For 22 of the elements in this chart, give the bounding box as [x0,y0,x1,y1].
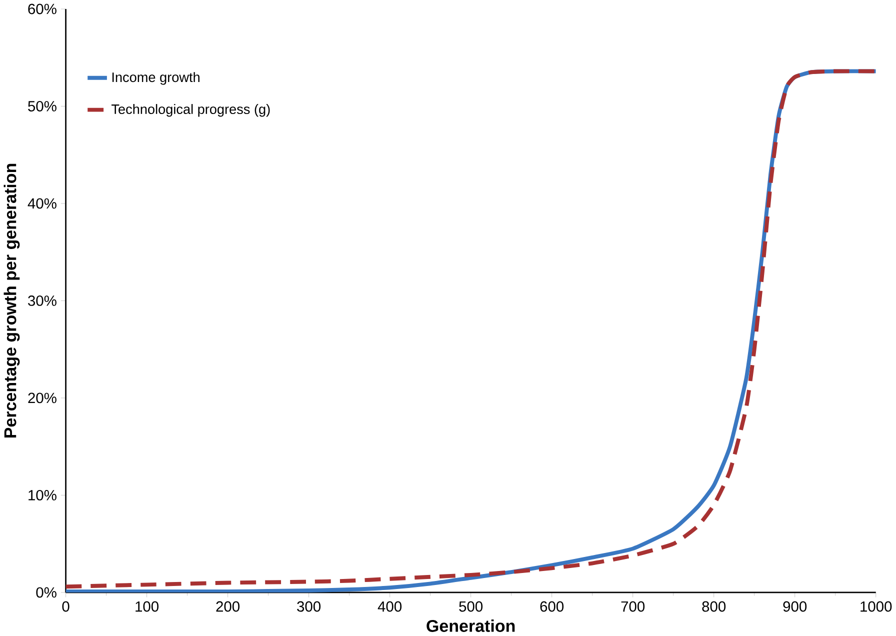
y-tick-label: 10% [28,490,56,501]
x-tick-label: 300 [297,601,321,612]
x-axis-title: Generation [426,620,515,632]
y-tick-label: 60% [28,4,56,14]
y-tick-label: 40% [28,198,56,209]
y-tick-label: 50% [28,101,56,112]
legend-label: Technological progress (g) [111,104,270,117]
x-tick-label: 800 [702,601,726,612]
y-tick-label: 20% [28,392,56,404]
x-tick-label: 0 [62,601,70,612]
x-tick-label: 700 [621,601,645,612]
x-tick-label: 400 [378,601,402,612]
legend-label: Income growth [112,72,200,85]
y-tick-label: 30% [28,296,56,306]
x-tick-label: 900 [783,601,807,612]
x-tick-label: 1000 [860,601,892,612]
y-tick-label: 0% [36,587,56,598]
x-tick-label: 600 [540,601,564,612]
y-axis-title: Percentage growth per generation [4,164,20,438]
x-tick-label: 200 [216,601,240,612]
x-tick-label: 100 [136,601,159,612]
x-tick-label: 500 [459,601,483,612]
